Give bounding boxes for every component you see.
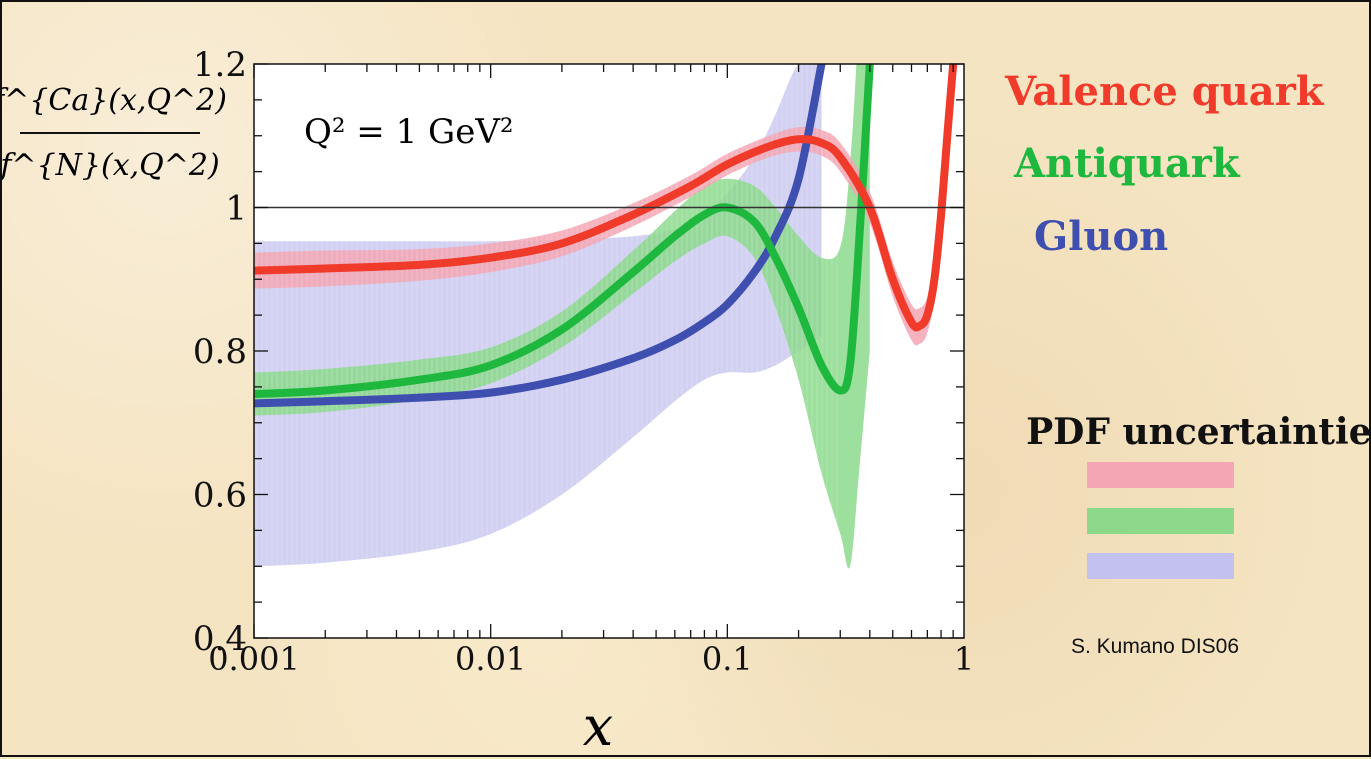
y-label-denominator: f^{N}(x,Q^2) [2, 148, 220, 183]
uncertainty-swatch-antiquark [1087, 508, 1234, 534]
y-tick-label: 1.2 [193, 45, 247, 85]
y-tick-label: 0.4 [193, 619, 247, 659]
x-tick-label: 0.001 [208, 640, 300, 678]
x-tick-label: 0.01 [455, 640, 526, 678]
valence-quark-line [254, 64, 958, 332]
uncertainty-legend-title: PDF uncertainties [1026, 411, 1371, 453]
valence-quark-uncertainty-band [254, 64, 954, 346]
y-tick-label: 0.8 [193, 332, 247, 372]
y-tick-label: 1 [225, 189, 247, 229]
gluon-uncertainty-band [254, 64, 822, 567]
y-tick-label: 0.6 [193, 476, 247, 516]
antiquark-uncertainty-band [254, 64, 870, 569]
legend-valence-quark: Valence quark [1004, 68, 1325, 115]
legend-gluon: Gluon [1034, 213, 1168, 260]
x-axis-label: x [583, 695, 613, 758]
uncertainty-swatch-gluon [1087, 553, 1234, 579]
y-label-numerator: f^{Ca}(x,Q^2) [2, 83, 227, 118]
uncertainty-swatch-valence [1087, 462, 1234, 488]
x-tick-label: 0.1 [702, 640, 753, 678]
q2-annotation: Q² = 1 GeV² [304, 112, 514, 152]
y-axis-label: f^{Ca}(x,Q^2) f^{N}(x,Q^2) [2, 83, 227, 183]
gluon-line [254, 64, 826, 408]
credit-text: S. Kumano DIS06 [1071, 635, 1239, 658]
x-tick-label: 1 [954, 640, 974, 678]
legend-antiquark: Antiquark [1013, 140, 1241, 187]
